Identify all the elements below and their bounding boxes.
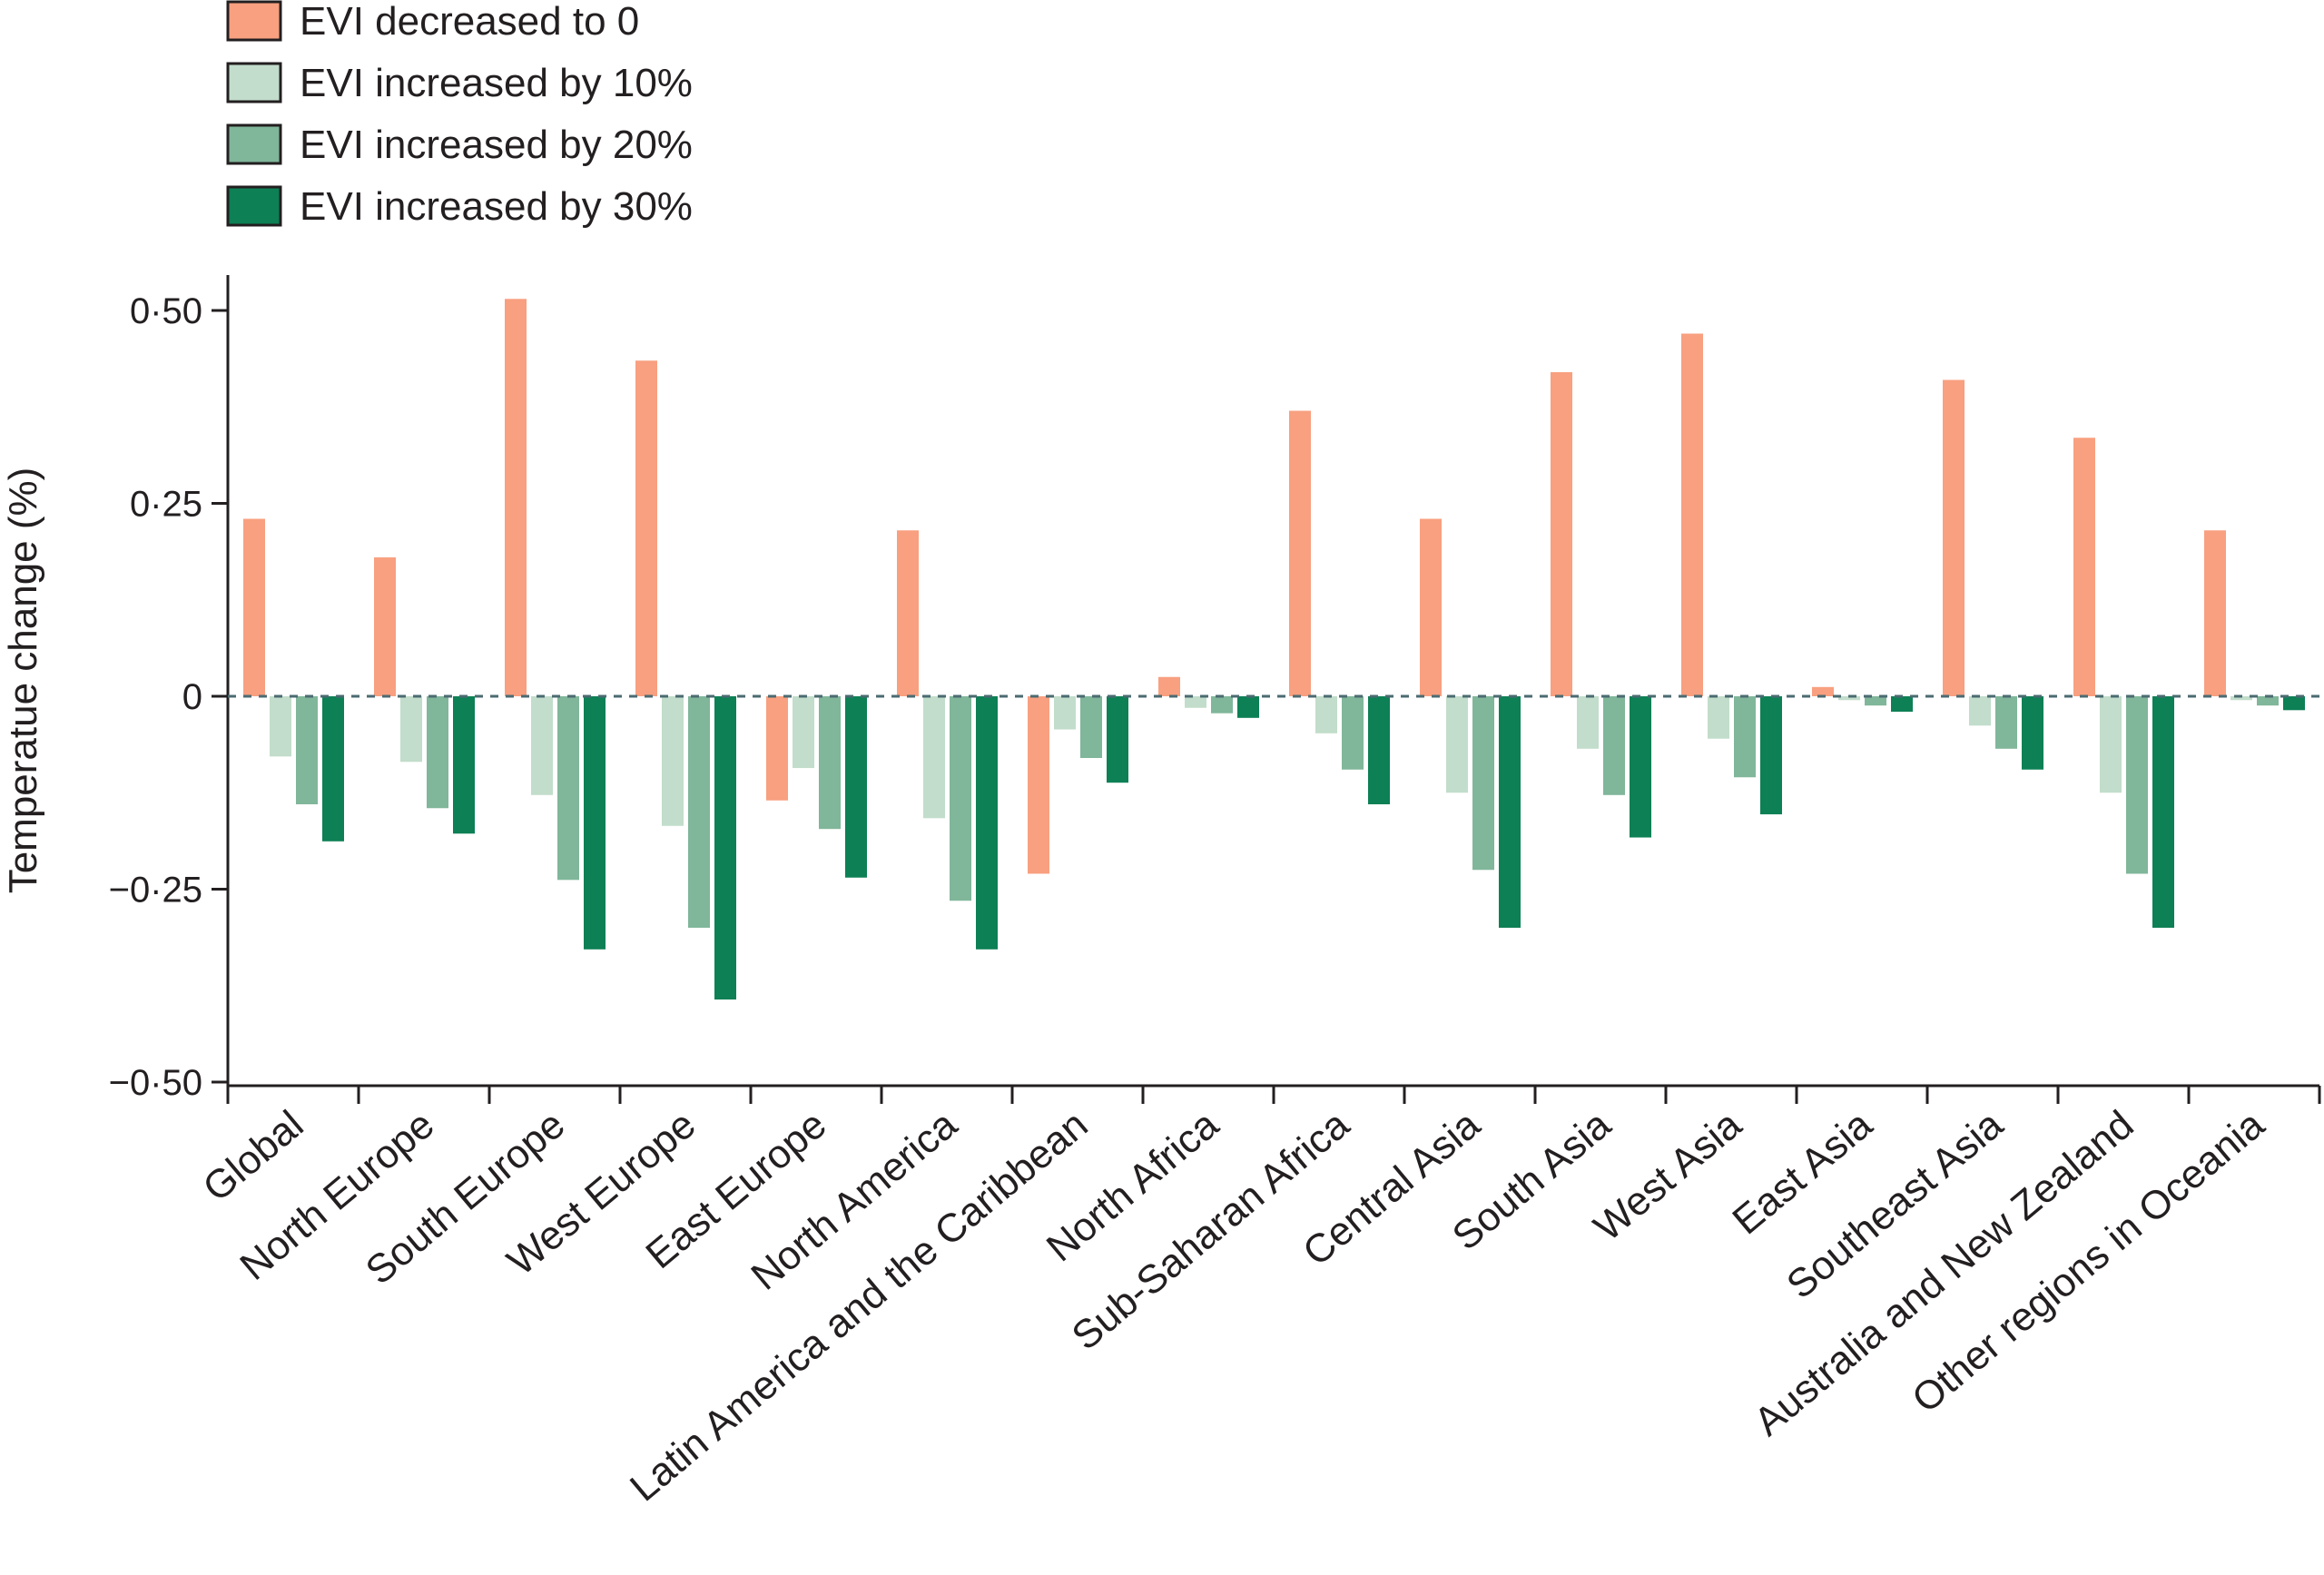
bar-2-cat-4 — [662, 696, 684, 826]
bar-4-cat-7 — [1107, 696, 1128, 783]
legend-label: EVI increased by 20% — [300, 123, 693, 167]
bar-4-cat-12 — [1760, 696, 1782, 815]
bar-1-cat-5 — [766, 696, 788, 801]
bar-4-cat-3 — [584, 696, 606, 950]
bar-1-cat-9 — [1289, 410, 1311, 696]
bar-3-cat-9 — [1342, 696, 1364, 770]
bar-3-cat-4 — [688, 696, 710, 928]
bar-2-cat-15 — [2100, 696, 2122, 793]
bar-1-cat-1 — [243, 518, 265, 696]
legend-swatch — [226, 185, 282, 227]
bar-4-cat-9 — [1368, 696, 1390, 804]
legend-swatch — [226, 62, 282, 103]
bar-1-cat-6 — [897, 530, 919, 696]
bar-3-cat-1 — [296, 696, 318, 804]
y-tick-label: −0·25 — [109, 871, 202, 911]
y-tick-label: 0·50 — [130, 291, 202, 331]
legend-label: EVI increased by 10% — [300, 61, 693, 105]
bar-3-cat-2 — [427, 696, 448, 809]
bar-4-cat-10 — [1499, 696, 1521, 928]
bar-1-cat-12 — [1681, 333, 1703, 696]
bar-4-cat-6 — [976, 696, 998, 950]
bar-2-cat-11 — [1577, 696, 1599, 749]
legend-label: EVI decreased to 0 — [300, 0, 639, 44]
bar-3-cat-12 — [1734, 696, 1756, 778]
bar-2-cat-12 — [1708, 696, 1729, 739]
bar-3-cat-10 — [1472, 696, 1494, 871]
bar-4-cat-2 — [453, 696, 475, 834]
bar-1-cat-11 — [1551, 372, 1572, 696]
y-axis-title: Temperatue change (%) — [1, 468, 45, 894]
bar-4-cat-8 — [1237, 696, 1259, 718]
bar-3-cat-3 — [557, 696, 579, 881]
bar-3-cat-5 — [819, 696, 841, 830]
legend-swatch — [226, 0, 282, 42]
bar-2-cat-16 — [2230, 696, 2252, 701]
bar-4-cat-15 — [2152, 696, 2174, 928]
bar-2-cat-2 — [400, 696, 422, 763]
bar-2-cat-10 — [1446, 696, 1468, 793]
bar-1-cat-2 — [374, 557, 396, 696]
bar-3-cat-15 — [2126, 696, 2148, 874]
bar-3-cat-11 — [1603, 696, 1625, 795]
bar-3-cat-6 — [950, 696, 971, 901]
y-tick-label: 0 — [182, 677, 202, 717]
y-tick-label: −0·50 — [109, 1063, 202, 1103]
bar-4-cat-16 — [2283, 696, 2305, 711]
bar-4-cat-14 — [2022, 696, 2043, 770]
bar-2-cat-7 — [1054, 696, 1076, 730]
legend-label: EVI increased by 30% — [300, 184, 693, 229]
bar-4-cat-1 — [322, 696, 344, 842]
bar-2-cat-6 — [923, 696, 945, 819]
bar-3-cat-13 — [1865, 696, 1886, 706]
bar-3-cat-16 — [2257, 696, 2279, 706]
bar-4-cat-11 — [1630, 696, 1651, 838]
bar-4-cat-13 — [1891, 696, 1913, 712]
bar-2-cat-5 — [793, 696, 814, 769]
category-label: Latin America and the Caribbean — [622, 1102, 1096, 1510]
bar-1-cat-16 — [2204, 530, 2226, 696]
bar-1-cat-7 — [1028, 696, 1049, 874]
bar-2-cat-13 — [1838, 696, 1860, 701]
bar-3-cat-7 — [1080, 696, 1102, 758]
bar-1-cat-13 — [1812, 686, 1834, 696]
bar-1-cat-15 — [2073, 438, 2095, 696]
bar-2-cat-3 — [531, 696, 553, 795]
bar-2-cat-9 — [1315, 696, 1337, 733]
bar-1-cat-10 — [1420, 518, 1442, 696]
bar-2-cat-14 — [1969, 696, 1991, 726]
bar-1-cat-14 — [1943, 379, 1965, 696]
bar-3-cat-8 — [1211, 696, 1233, 714]
category-label: West Asia — [1586, 1102, 1750, 1250]
category-label: Global — [195, 1102, 312, 1210]
category-label: Southeast Asia — [1778, 1102, 2012, 1308]
bar-1-cat-4 — [635, 360, 657, 696]
bar-4-cat-5 — [845, 696, 867, 878]
bar-1-cat-3 — [505, 299, 527, 696]
bar-2-cat-1 — [270, 696, 291, 757]
bar-2-cat-8 — [1185, 696, 1206, 708]
legend-swatch — [226, 123, 282, 165]
bar-1-cat-8 — [1158, 676, 1180, 696]
bar-3-cat-14 — [1995, 696, 2017, 749]
bar-4-cat-4 — [714, 696, 736, 1000]
y-tick-label: 0·25 — [130, 485, 202, 525]
